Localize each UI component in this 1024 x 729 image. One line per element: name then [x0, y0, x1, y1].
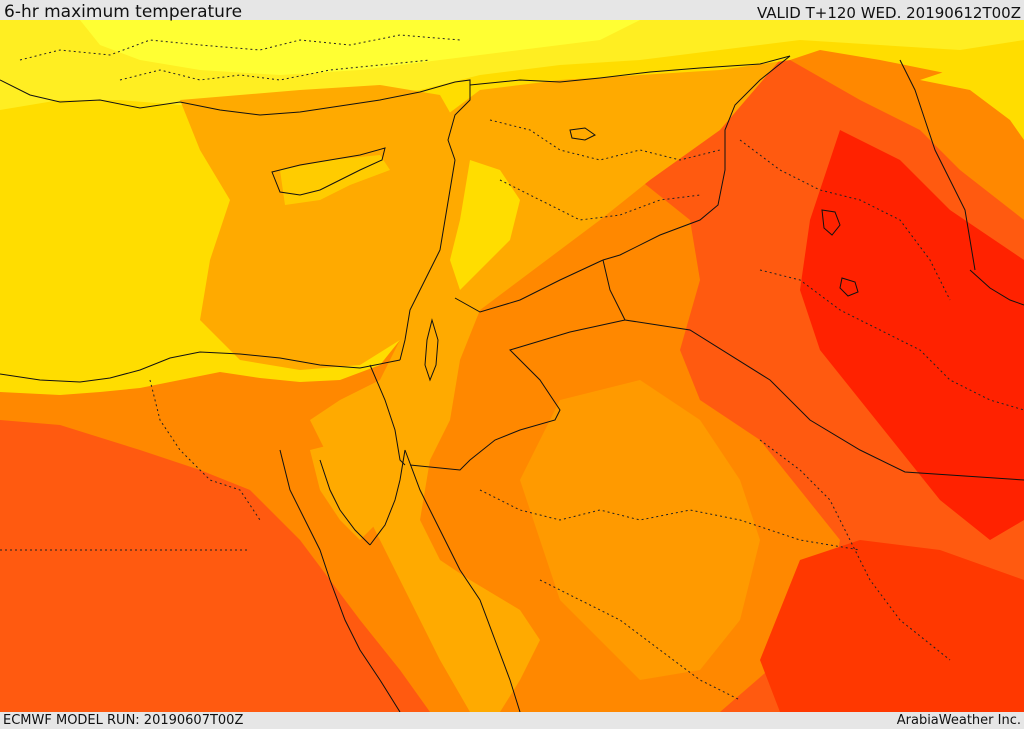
coast-cyprus: [271, 147, 386, 196]
coast-lake-tharthar: [821, 209, 841, 236]
coast-dead-sea: [424, 318, 439, 382]
coast-levant: [399, 159, 456, 361]
footer-bar: ECMWF MODEL RUN: 20190607T00Z ArabiaWeat…: [0, 712, 1024, 729]
prov-iraq-2: [759, 269, 1024, 411]
map-canvas: [0, 20, 1024, 712]
province-borders: [0, 34, 1024, 701]
field-yellow-bright-north: [80, 20, 640, 75]
border-syria-jordan: [454, 259, 604, 313]
border-jordan-saudi: [409, 319, 626, 471]
border-turkey-syria: [469, 55, 791, 86]
prov-saudi-2: [539, 579, 741, 701]
coast-turkey-south: [0, 79, 471, 161]
coast-egypt-north: [0, 351, 401, 383]
model-run-label: ECMWF MODEL RUN: 20190607T00Z: [3, 713, 244, 728]
prov-saudi-3: [759, 439, 951, 661]
coast-gulf-north: [969, 269, 1024, 306]
field-yellow-syria-coast: [450, 160, 520, 290]
prov-syria-1: [489, 119, 721, 161]
coast-lake-razazza: [839, 277, 859, 297]
field-yellow-cyprus: [280, 155, 390, 205]
header-bar: 6-hr maximum temperature VALID T+120 WED…: [0, 0, 1024, 22]
border-syria-iraq: [602, 55, 791, 261]
temperature-map[interactable]: [0, 20, 1024, 712]
field-deep-red-south: [760, 540, 1024, 712]
field-red-egypt: [0, 420, 430, 712]
valid-time: VALID T+120 WED. 20190612T00Z: [756, 4, 1021, 22]
country-borders: [369, 55, 1024, 481]
coast-lake-assad: [569, 127, 596, 141]
field-amber-arabia: [520, 380, 760, 680]
field-amber-sinai: [310, 440, 400, 540]
prov-iraq-1: [739, 139, 951, 301]
coastlines: [0, 79, 1024, 712]
credit-label: ArabiaWeather Inc.: [896, 713, 1021, 728]
field-amber-cyprus-sea: [180, 85, 460, 370]
field-deep-red-gulf: [800, 130, 1024, 540]
prov-turkey-2: [119, 59, 431, 81]
prov-turkey-1: [19, 34, 461, 61]
border-egypt-israel: [369, 364, 406, 466]
field-yellow-north-zagros: [920, 60, 1024, 140]
border-jordan-iraq-saudi: [602, 259, 1024, 481]
coast-gulf-aqaba: [369, 449, 406, 546]
map-title: 6-hr maximum temperature: [4, 2, 243, 22]
border-iraq-iran: [899, 59, 976, 271]
coast-red-sea-east: [404, 449, 521, 712]
coast-red-sea-west: [279, 449, 401, 712]
coast-gulf-suez: [319, 459, 371, 546]
field-amber-levant: [310, 60, 780, 712]
